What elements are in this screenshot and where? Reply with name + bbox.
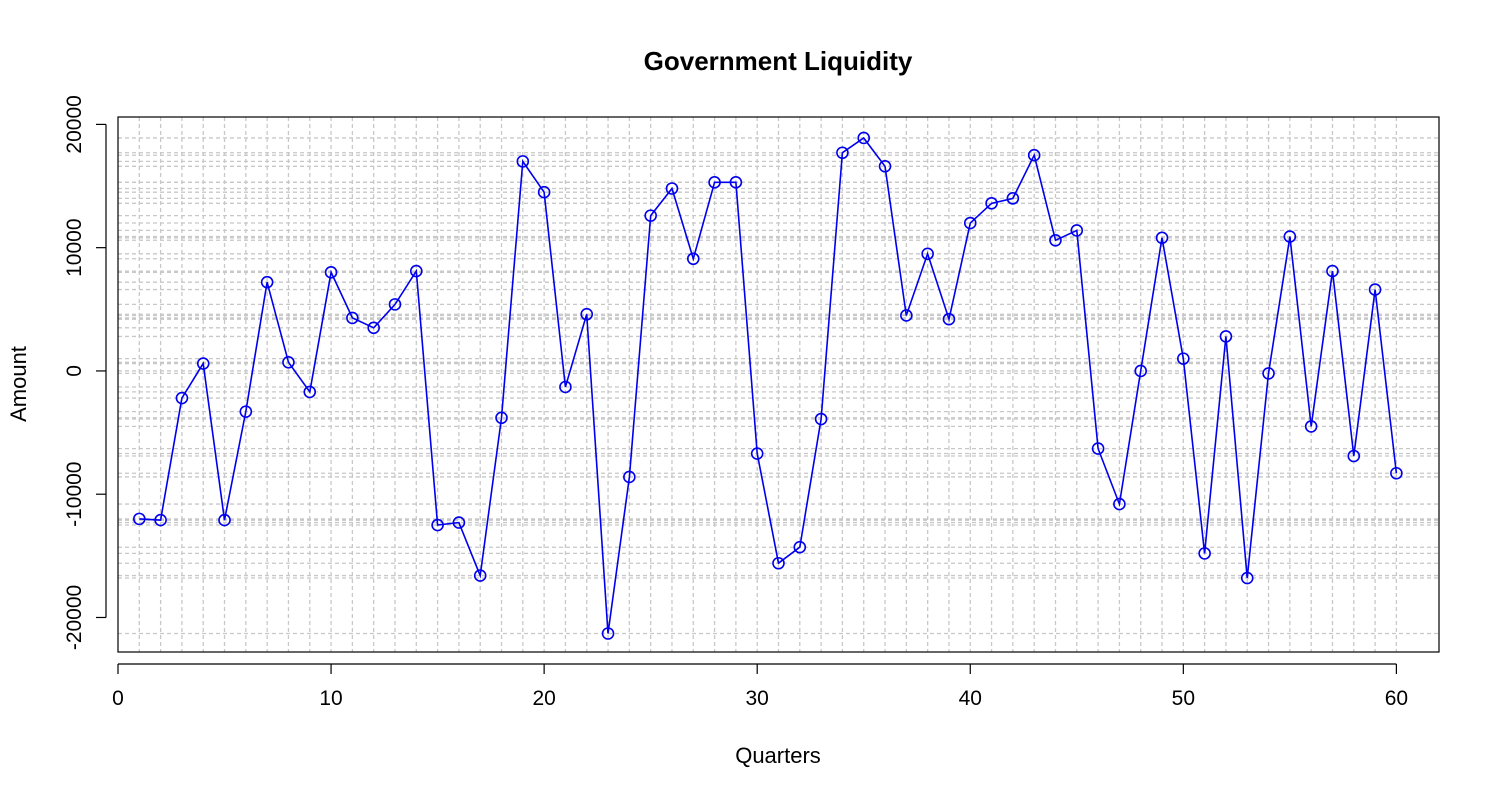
data-point: [1091, 442, 1105, 455]
x-tick-label: 60: [1385, 687, 1408, 710]
data-point: [601, 627, 615, 640]
data-point: [452, 516, 466, 529]
data-point: [559, 380, 572, 394]
data-point: [516, 155, 530, 168]
data-point: [772, 556, 785, 570]
data-point: [644, 209, 657, 222]
x-tick-label: 30: [746, 687, 769, 710]
series-line: [139, 136, 1398, 634]
data-point: [1134, 364, 1148, 378]
data-point: [836, 146, 849, 160]
data-point: [1326, 264, 1339, 278]
data-point: [1283, 230, 1297, 243]
y-tick-label: 0: [63, 365, 86, 377]
data-point: [409, 264, 423, 278]
chart-title: Government Liquidity: [644, 46, 913, 76]
y-tick-label: 20000: [63, 95, 86, 153]
x-tick-label: 40: [959, 687, 982, 710]
data-point: [1198, 547, 1211, 560]
data-point: [303, 385, 317, 399]
data-point: [346, 311, 359, 325]
data-point: [878, 160, 892, 173]
data-point: [942, 312, 956, 326]
data-point: [1070, 224, 1084, 237]
data-point: [580, 307, 594, 321]
data-point: [196, 357, 210, 370]
x-tick-label: 50: [1172, 687, 1195, 710]
data-point: [623, 470, 636, 484]
data-point: [1219, 330, 1233, 343]
data-point: [1155, 231, 1169, 245]
data-point: [367, 321, 380, 335]
data-point: [857, 131, 871, 145]
data-point: [1006, 192, 1020, 205]
data-series: [133, 131, 1403, 640]
x-tick-label: 20: [532, 687, 555, 710]
y-axis: -20000 -10000 0 10000 20000: [63, 95, 107, 650]
data-point: [1262, 367, 1275, 380]
data-point: [431, 518, 444, 532]
data-point: [324, 266, 338, 279]
data-point: [686, 252, 700, 266]
data-point: [1049, 233, 1062, 247]
plot-frame: [117, 116, 1440, 653]
data-point: [1027, 148, 1041, 162]
data-point: [495, 411, 508, 425]
data-point: [239, 405, 253, 418]
data-point: [750, 447, 764, 460]
data-point: [260, 275, 274, 289]
data-point: [963, 216, 977, 230]
data-point: [814, 412, 828, 426]
data-point: [1177, 352, 1190, 365]
data-point: [1240, 571, 1254, 585]
data-point: [175, 391, 189, 405]
data-point: [665, 182, 679, 195]
y-tick-label: 10000: [63, 218, 86, 276]
data-point: [388, 298, 402, 311]
data-point: [473, 569, 487, 582]
x-tick-label: 10: [319, 687, 342, 710]
y-axis-label: Amount: [6, 346, 31, 422]
data-point: [708, 176, 721, 189]
data-point: [985, 196, 998, 210]
x-axis: 0 10 20 30 40 50 60: [112, 663, 1408, 710]
data-point: [282, 356, 295, 369]
data-point: [729, 176, 743, 189]
data-point: [1347, 449, 1361, 463]
data-point: [1390, 466, 1403, 480]
data-point: [1304, 420, 1318, 433]
x-tick-label: 0: [112, 687, 124, 710]
grid-lines: [118, 117, 1439, 652]
data-point: [900, 309, 913, 322]
data-point: [537, 185, 551, 199]
data-point: [1113, 497, 1126, 511]
y-tick-label: -10000: [63, 462, 86, 527]
data-point: [133, 512, 146, 526]
data-point: [921, 247, 934, 261]
data-point: [154, 513, 167, 527]
data-point: [1368, 283, 1382, 296]
data-point: [793, 540, 807, 554]
y-tick-label: -20000: [63, 585, 86, 650]
data-point: [218, 513, 231, 527]
x-axis-label: Quarters: [735, 743, 821, 768]
